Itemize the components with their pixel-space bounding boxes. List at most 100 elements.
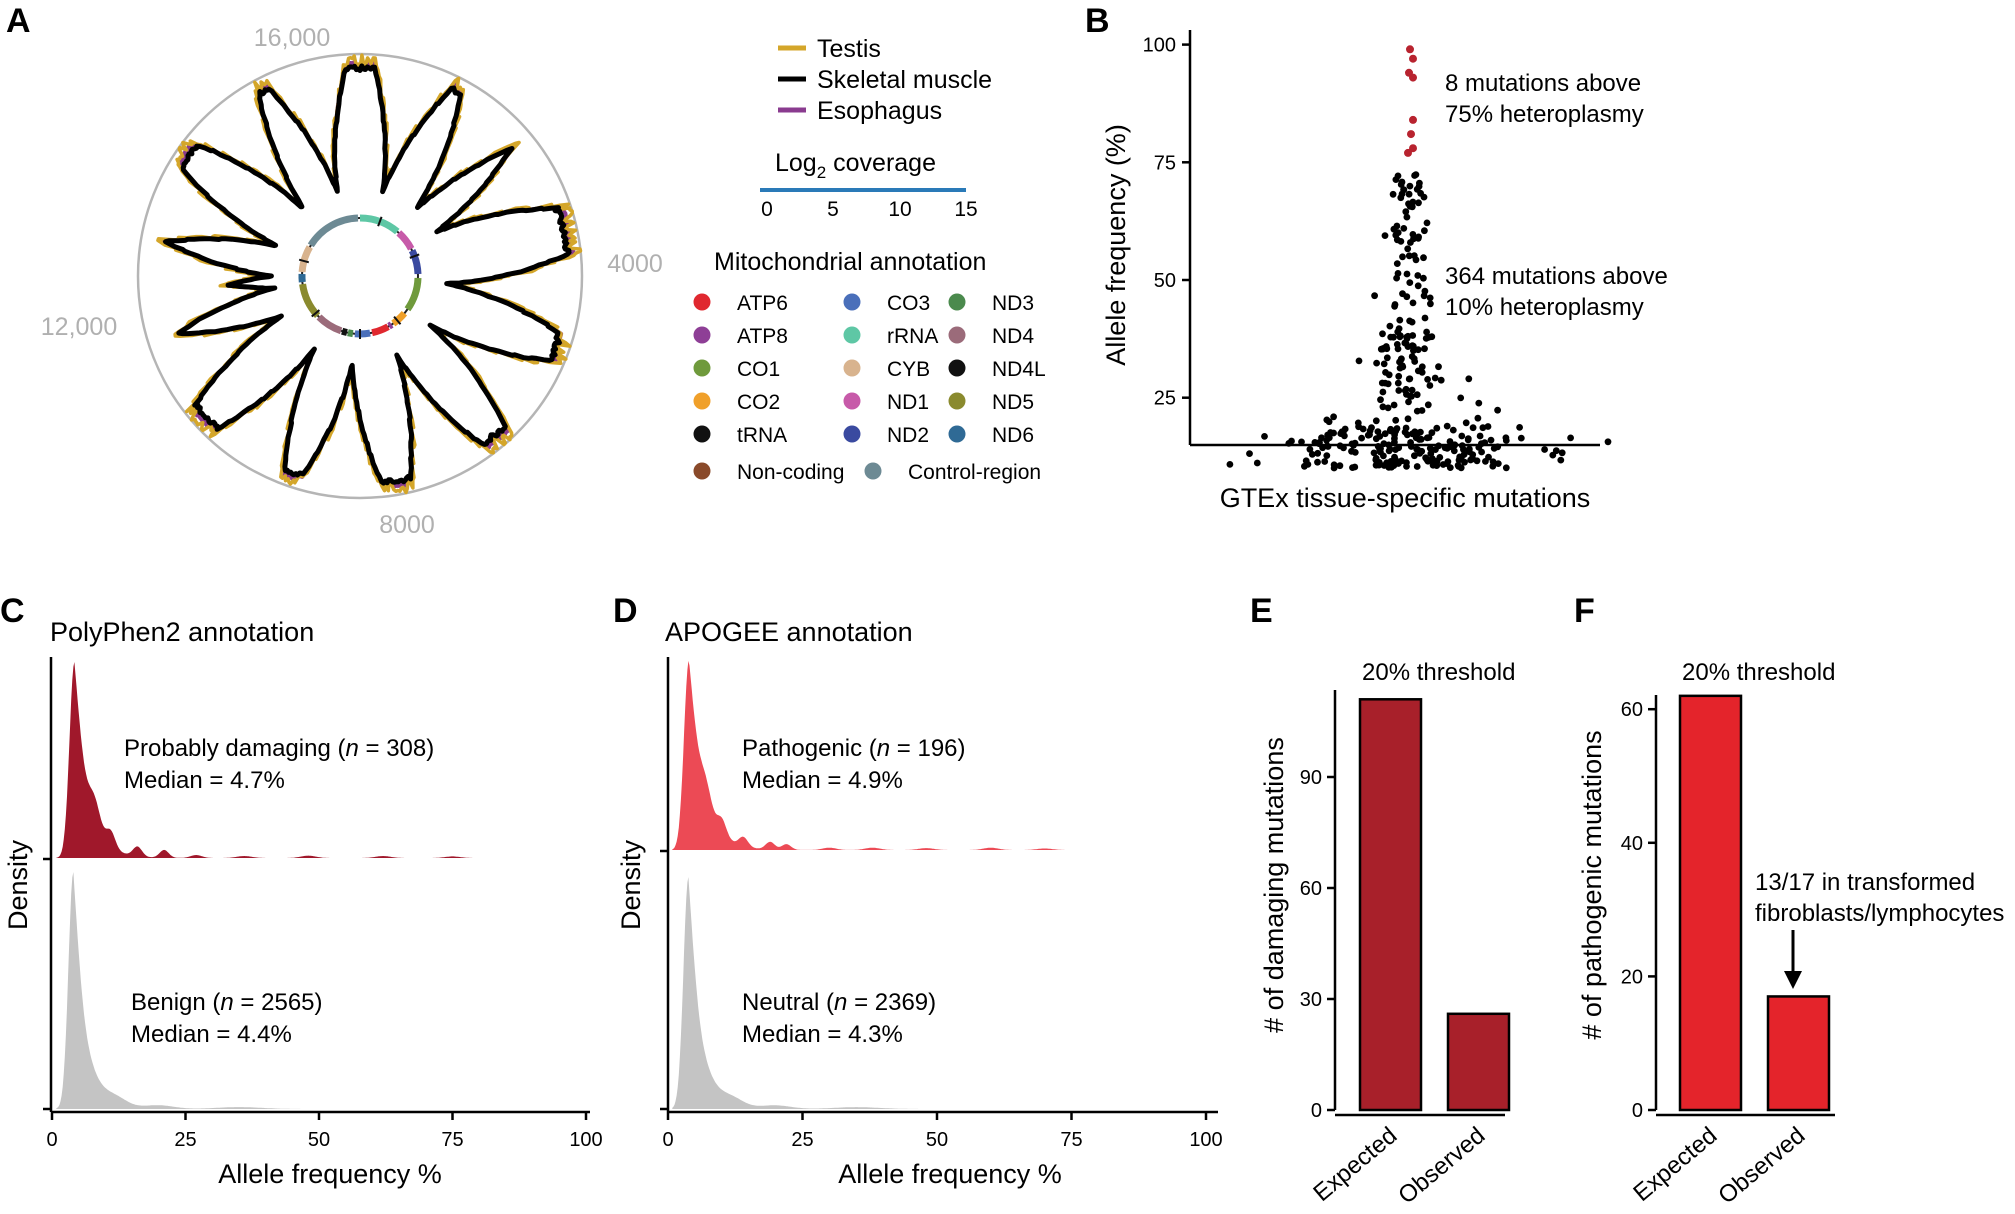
b-point <box>1394 270 1402 277</box>
x-tick-label: 50 <box>926 1129 948 1151</box>
legend-label-esophagus: Esophagus <box>817 97 942 125</box>
ring-segment-nd2 <box>408 249 422 275</box>
annotation-label-rrna: rRNA <box>887 325 938 348</box>
d-x-ticks: 0 25 50 75 100 <box>662 1112 1223 1151</box>
panel-d: APOGEE annotation 0 25 50 75 100 Density All… <box>616 617 1223 1189</box>
b-point <box>1502 464 1510 472</box>
b-point <box>1411 428 1419 436</box>
polar-label-bottom: 8000 <box>379 511 435 539</box>
b-y-tick-label: 25 <box>1154 388 1176 410</box>
e-y-ticks: 0 30 60 90 <box>1300 767 1335 1122</box>
b-point <box>1351 439 1359 447</box>
panel-c: PolyPhen2 annotation 0 25 50 75 100 Density … <box>3 617 603 1189</box>
b-point <box>1409 299 1417 307</box>
x-tick-label: 75 <box>441 1129 463 1151</box>
b-point <box>1354 419 1362 427</box>
panel-label-a: A <box>6 2 31 40</box>
b-point <box>1455 463 1462 470</box>
bar-expected <box>1678 694 1743 1112</box>
panel-label-c: C <box>0 592 25 630</box>
y-tick-label: 0 <box>1311 1100 1322 1122</box>
panel-b: 25 50 75 100 Allele frequency (%) GTEx tiss… <box>1101 30 1668 513</box>
b-point <box>1288 437 1295 445</box>
b-points <box>1226 45 1612 472</box>
ring-segment-co2 <box>391 310 408 327</box>
c-x-label: Allele frequency % <box>218 1159 442 1189</box>
annotation-label-cyb: CYB <box>887 358 930 381</box>
annotation-legend: ATP6 CO3 ND3 ATP8 rRNA ND4 CO1 CYB ND4L CO2 ND1 ND5… <box>693 292 1046 484</box>
y-tick-label: 60 <box>1300 878 1322 900</box>
annotation-label-atp8: ATP8 <box>737 325 788 348</box>
b-point <box>1406 317 1413 325</box>
b-point <box>1379 388 1387 396</box>
b-point <box>1557 456 1565 464</box>
b-point <box>1423 219 1431 227</box>
b-y-tick-label: 75 <box>1154 152 1176 174</box>
c-x-ticks: 0 25 50 75 100 <box>46 1112 603 1151</box>
annotation-label-nd3: ND3 <box>992 292 1034 315</box>
b-point <box>1261 433 1268 440</box>
b-point <box>1306 445 1314 453</box>
annotation-label-nd4l: ND4L <box>992 358 1046 381</box>
b-point <box>1435 363 1442 371</box>
bar-label-expected: Expected <box>1628 1122 1722 1207</box>
b-point <box>1396 364 1404 372</box>
b-point <box>1316 439 1323 446</box>
polar-outer-ring <box>136 52 584 500</box>
b-point <box>1358 434 1365 442</box>
annotation-swatch-nd4 <box>948 326 966 344</box>
b-point <box>1404 415 1412 423</box>
b-point <box>1377 396 1384 404</box>
annotation-swatch-atp6 <box>693 293 711 311</box>
b-point-high <box>1407 130 1415 139</box>
b-point <box>1400 225 1408 232</box>
ring-trna-mark <box>298 258 310 264</box>
x-tick-label: 25 <box>174 1129 196 1151</box>
b-y-tick-label: 50 <box>1154 270 1176 292</box>
b-point-high <box>1404 148 1412 157</box>
b-point <box>1413 463 1421 470</box>
b-point <box>1364 431 1372 439</box>
b-point <box>1338 428 1346 436</box>
b-point <box>1423 456 1431 464</box>
c-title: PolyPhen2 annotation <box>50 617 314 647</box>
b-point <box>1416 449 1424 457</box>
b-point <box>1407 443 1415 450</box>
b-point <box>1392 176 1400 184</box>
ring-segment-nd1 <box>396 230 415 251</box>
b-point <box>1451 441 1459 449</box>
b-point-high <box>1409 54 1417 63</box>
b-point <box>1389 190 1397 198</box>
annotation-label-nd1: ND1 <box>887 391 929 414</box>
b-point <box>1253 459 1261 467</box>
b-point <box>1464 435 1472 443</box>
b-point <box>1304 461 1312 468</box>
b-point <box>1393 236 1401 244</box>
f-y-label: # of pathogenic mutations <box>1577 730 1607 1039</box>
b-point <box>1387 425 1394 433</box>
b-point <box>1359 425 1367 433</box>
b-point <box>1489 458 1497 466</box>
b-point <box>1411 358 1419 365</box>
f-arrow-head <box>1784 971 1802 989</box>
coverage-traces <box>156 53 583 495</box>
b-point <box>1381 430 1389 438</box>
b-point <box>1457 394 1465 402</box>
polar-label-right: 4000 <box>607 250 663 278</box>
b-point <box>1469 454 1476 462</box>
annotation-label-co3: CO3 <box>887 292 930 315</box>
polar-label-left: 12,000 <box>41 313 117 341</box>
b-point <box>1457 454 1465 461</box>
annotation-swatch-atp8 <box>693 326 711 344</box>
b-point <box>1349 464 1356 471</box>
b-point <box>1426 444 1434 452</box>
b-point <box>1431 374 1439 382</box>
b-point <box>1355 357 1363 365</box>
coverage-tick: 15 <box>954 198 977 221</box>
c-y-label: Density <box>3 839 33 930</box>
b-point <box>1393 341 1401 348</box>
b-point <box>1381 232 1389 240</box>
coverage-scale-title: Log2 coverage <box>775 149 936 182</box>
annotation-swatch-co2 <box>693 392 711 410</box>
